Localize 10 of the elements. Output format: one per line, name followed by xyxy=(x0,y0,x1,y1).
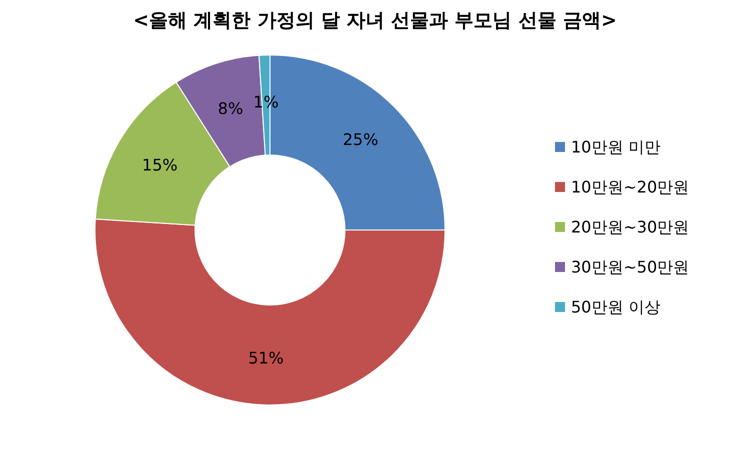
data-label: 15% xyxy=(142,155,178,174)
chart-title: <올해 계획한 가정의 달 자녀 선물과 부모님 선물 금액> xyxy=(133,10,617,32)
legend-label: 50만원 이상 xyxy=(571,298,660,316)
data-label: 51% xyxy=(248,348,284,368)
legend-label: 10만원 미만 xyxy=(571,138,660,156)
legend-label: 10만원~20만원 xyxy=(571,178,690,196)
data-label: 8% xyxy=(218,98,244,118)
legend-label: 20만원~30만원 xyxy=(571,218,690,236)
legend-label: 30만원~50만원 xyxy=(571,258,690,276)
data-label: 25% xyxy=(342,130,378,149)
